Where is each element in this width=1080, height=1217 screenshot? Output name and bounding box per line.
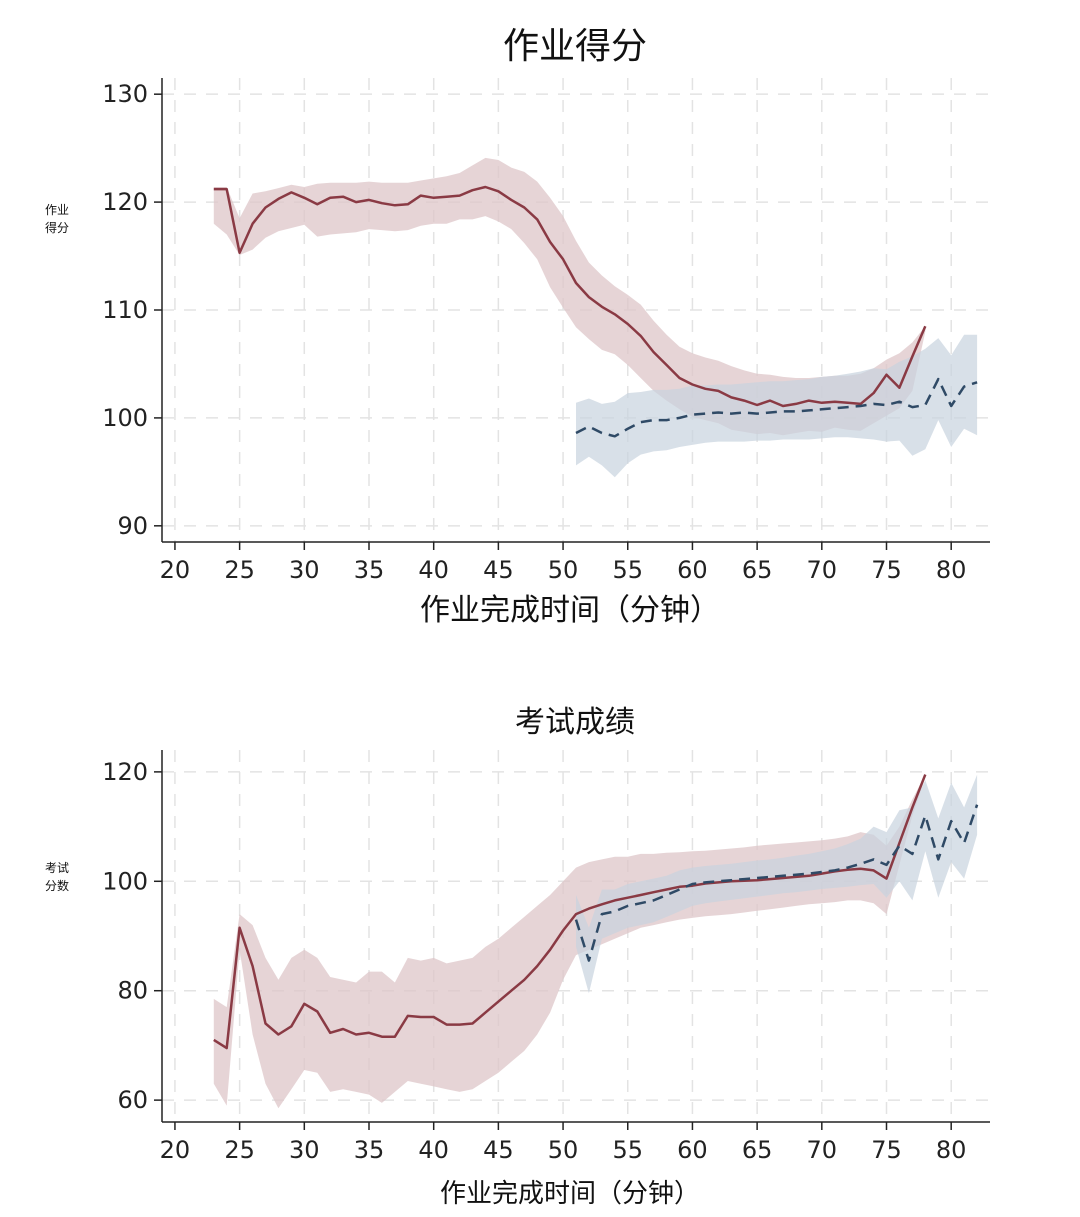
x-tick-label: 80 xyxy=(936,556,967,584)
x-tick-label: 30 xyxy=(289,556,320,584)
x-tick-label: 35 xyxy=(354,1136,385,1164)
series-line xyxy=(213,774,927,1050)
x-axis-label: 作业完成时间（分钟） xyxy=(440,1179,700,1209)
x-axis-label: 作业完成时间（分钟） xyxy=(420,593,720,628)
x-tick-label: 30 xyxy=(289,1136,320,1164)
y-tick-label: 120 xyxy=(102,188,148,216)
series-line xyxy=(575,377,978,438)
x-tick-label: 20 xyxy=(160,1136,191,1164)
confidence-band xyxy=(213,774,926,1109)
y-tick-label: 130 xyxy=(102,80,148,108)
confidence-band xyxy=(576,774,978,994)
x-tick-label: 65 xyxy=(742,1136,773,1164)
chart-title: 作业得分 xyxy=(503,26,647,67)
x-tick-label: 55 xyxy=(612,1136,643,1164)
y-tick-label: 100 xyxy=(102,404,148,432)
chart-title: 考试成绩 xyxy=(515,705,635,740)
y-axis-label-line-1: 考试 xyxy=(45,860,69,875)
x-tick-label: 75 xyxy=(871,1136,902,1164)
homework-score-chart: 作业得分 作业 得分 作业完成时间（分钟） 90 100 110 120 130 20 25… xyxy=(45,26,990,628)
confidence-band xyxy=(213,157,926,436)
x-tick-label: 60 xyxy=(677,556,708,584)
y-axis-label-line-2: 得分 xyxy=(45,220,69,235)
y-tick-label: 100 xyxy=(102,867,148,895)
x-tick-label: 35 xyxy=(354,556,385,584)
x-tick-label: 40 xyxy=(418,1136,449,1164)
exam-score-chart: 考试成绩 考试 分数 作业完成时间（分钟） 60 80 100 120 20 25 30 35… xyxy=(45,705,990,1209)
x-tick-label: 50 xyxy=(548,556,579,584)
series-line xyxy=(213,185,927,408)
x-tick-label: 20 xyxy=(160,556,191,584)
y-tick-label: 120 xyxy=(102,758,148,786)
series-line xyxy=(574,804,979,962)
y-axis-label-line-2: 分数 xyxy=(45,878,69,893)
confidence-band xyxy=(576,334,978,478)
x-tick-label: 40 xyxy=(418,556,449,584)
x-tick-label: 70 xyxy=(807,1136,838,1164)
y-axis-label-line-1: 作业 xyxy=(45,203,69,217)
x-tick-label: 45 xyxy=(483,556,514,584)
x-tick-label: 60 xyxy=(677,1136,708,1164)
x-tick-label: 25 xyxy=(224,556,255,584)
x-tick-label: 75 xyxy=(871,556,902,584)
x-tick-label: 65 xyxy=(742,556,773,584)
y-tick-label: 80 xyxy=(117,977,148,1005)
x-tick-label: 45 xyxy=(483,1136,514,1164)
y-tick-label: 60 xyxy=(117,1086,148,1114)
x-tick-label: 55 xyxy=(612,556,643,584)
x-tick-label: 70 xyxy=(807,556,838,584)
y-tick-label: 90 xyxy=(117,512,148,540)
x-tick-label: 50 xyxy=(548,1136,579,1164)
x-tick-label: 80 xyxy=(936,1136,967,1164)
x-tick-label: 25 xyxy=(224,1136,255,1164)
y-tick-label: 110 xyxy=(102,296,148,324)
